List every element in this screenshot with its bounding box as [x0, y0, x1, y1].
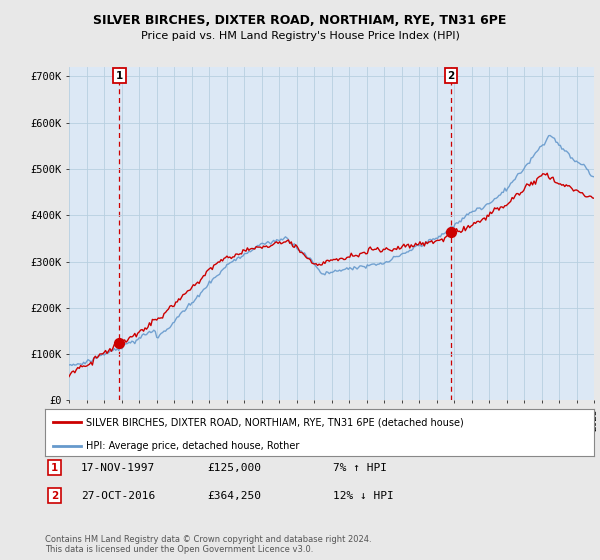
Text: 12% ↓ HPI: 12% ↓ HPI: [333, 491, 394, 501]
Text: £364,250: £364,250: [207, 491, 261, 501]
Text: SILVER BIRCHES, DIXTER ROAD, NORTHIAM, RYE, TN31 6PE (detached house): SILVER BIRCHES, DIXTER ROAD, NORTHIAM, R…: [86, 417, 464, 427]
Text: 1: 1: [116, 71, 123, 81]
Text: 27-OCT-2016: 27-OCT-2016: [81, 491, 155, 501]
Text: 7% ↑ HPI: 7% ↑ HPI: [333, 463, 387, 473]
Text: Price paid vs. HM Land Registry's House Price Index (HPI): Price paid vs. HM Land Registry's House …: [140, 31, 460, 41]
Text: 17-NOV-1997: 17-NOV-1997: [81, 463, 155, 473]
Text: 1: 1: [51, 463, 58, 473]
Text: HPI: Average price, detached house, Rother: HPI: Average price, detached house, Roth…: [86, 441, 299, 451]
Point: [446, 227, 456, 236]
Text: Contains HM Land Registry data © Crown copyright and database right 2024.
This d: Contains HM Land Registry data © Crown c…: [45, 535, 371, 554]
Point: [115, 338, 124, 347]
Text: SILVER BIRCHES, DIXTER ROAD, NORTHIAM, RYE, TN31 6PE: SILVER BIRCHES, DIXTER ROAD, NORTHIAM, R…: [94, 14, 506, 27]
Text: 2: 2: [448, 71, 455, 81]
Text: 2: 2: [51, 491, 58, 501]
Text: £125,000: £125,000: [207, 463, 261, 473]
